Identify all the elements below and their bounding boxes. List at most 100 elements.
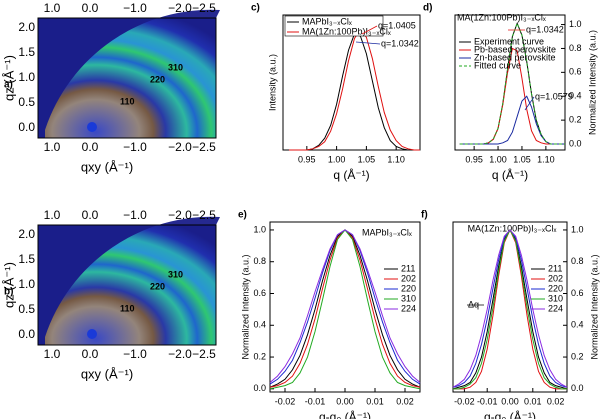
annotation-arrow bbox=[355, 41, 381, 45]
x-axis-label: q-q₀ (Å⁻¹) bbox=[484, 409, 536, 419]
bottom-tick-label: −2.0 bbox=[168, 140, 192, 154]
x-axis-label: q (Å⁻¹) bbox=[492, 167, 528, 182]
series-line bbox=[452, 229, 568, 388]
y-tick-label: 0.6 bbox=[571, 288, 584, 298]
left-tick-label: 0.0 bbox=[18, 120, 35, 134]
x-axis-label: q-q₀ (Å⁻¹) bbox=[319, 409, 371, 419]
legend-label: 220 bbox=[548, 283, 563, 293]
y-tick-label: 0.8 bbox=[571, 256, 584, 266]
y-tick-label: 0.2 bbox=[253, 351, 266, 361]
legend-label: Pb-based perovskite bbox=[474, 44, 556, 54]
top-tick-label: −1.0 bbox=[123, 1, 147, 15]
y-tick-label: 0.6 bbox=[569, 67, 582, 77]
top-tick-label: −2.5 bbox=[192, 208, 216, 222]
top-tick-label: 0.0 bbox=[82, 208, 99, 222]
bottom-tick-label: 1.0 bbox=[44, 140, 61, 154]
y-tick-label: 0.4 bbox=[253, 320, 266, 330]
top-tick-label: −2.0 bbox=[168, 1, 192, 15]
left-tick-label: 1.0 bbox=[18, 277, 35, 291]
legend-label: 310 bbox=[401, 293, 416, 303]
y-tick-label: 0.6 bbox=[253, 288, 266, 298]
left-tick-label: 2.0 bbox=[18, 227, 35, 241]
bottom-tick-label: 0.0 bbox=[82, 140, 99, 154]
y-tick-label: 0.0 bbox=[253, 383, 266, 393]
x-tick-label: 0.95 bbox=[298, 154, 316, 164]
x-tick-label: 1.00 bbox=[328, 154, 346, 164]
y-axis-label: Normalized Intensity (a.u.) bbox=[589, 254, 599, 359]
y-tick-label: 0.4 bbox=[569, 91, 582, 101]
beam-stop bbox=[87, 122, 97, 132]
annotation: q=1.0579 bbox=[535, 91, 573, 101]
panel-label: f) bbox=[421, 210, 428, 221]
x-tick-label: -0.01 bbox=[477, 396, 498, 406]
plot-frame bbox=[269, 221, 421, 393]
panel-label: b) bbox=[4, 287, 13, 298]
x-tick-label: 0.95 bbox=[465, 154, 483, 164]
y-tick-label: 1.0 bbox=[571, 224, 584, 234]
chart-title: MAPbI₃₋ₓClₓ bbox=[362, 227, 412, 237]
legend-label: 224 bbox=[548, 303, 563, 313]
y-tick-label: 0.2 bbox=[569, 115, 582, 125]
legend-box bbox=[284, 15, 384, 37]
legend-label: 211 bbox=[401, 263, 415, 273]
diffraction-rings bbox=[45, 216, 220, 345]
bottom-tick-label: 1.0 bbox=[44, 347, 61, 361]
bottom-tick-label: −2.0 bbox=[168, 347, 192, 361]
y-axis-label: Normalized Intensity (a.u.) bbox=[587, 30, 597, 135]
y-tick-label: 0.8 bbox=[253, 256, 266, 266]
x-tick-label: 0.02 bbox=[547, 396, 565, 406]
annotation-arrow bbox=[361, 25, 378, 35]
panel-label: a) bbox=[4, 80, 13, 91]
y-tick-label: 1.0 bbox=[569, 19, 582, 29]
plot-frame bbox=[454, 14, 566, 151]
panel-label: e) bbox=[238, 210, 247, 221]
annotation: q=1.0342 bbox=[381, 38, 419, 48]
bottom-tick-label: −1.0 bbox=[123, 347, 147, 361]
x-axis-label: qxy (Å⁻¹) bbox=[81, 159, 133, 174]
y-tick-label: 0.2 bbox=[571, 351, 584, 361]
y-tick-label: 1.0 bbox=[253, 224, 266, 234]
chart-title: MA(1Zn:100Pb)I₃₋ₓClₓ bbox=[468, 223, 557, 233]
x-tick-label: 1.10 bbox=[537, 154, 555, 164]
legend-label: 224 bbox=[401, 303, 416, 313]
x-tick-label: 0.01 bbox=[524, 396, 542, 406]
left-tick-label: 1.5 bbox=[18, 45, 35, 59]
panel-label: d) bbox=[423, 3, 432, 14]
annotation-arrow bbox=[524, 96, 535, 111]
beam-stop bbox=[87, 329, 97, 339]
panel-label: c) bbox=[251, 3, 260, 14]
frame bbox=[37, 224, 217, 346]
legend-label: 202 bbox=[548, 273, 563, 283]
bottom-tick-label: −2.5 bbox=[192, 347, 216, 361]
series-line bbox=[269, 229, 421, 383]
ring-label: 220 bbox=[150, 281, 165, 291]
y-axis-label: Intensity (a.u.) bbox=[267, 54, 277, 111]
x-axis-label: q (Å⁻¹) bbox=[333, 167, 369, 182]
ring-label: 110 bbox=[120, 303, 135, 313]
left-tick-label: 1.5 bbox=[18, 252, 35, 266]
top-tick-label: −1.0 bbox=[123, 208, 147, 222]
ring-label: 310 bbox=[168, 269, 183, 279]
left-tick-label: 0.0 bbox=[18, 327, 35, 341]
x-tick-label: 1.05 bbox=[358, 154, 376, 164]
bottom-tick-label: −2.5 bbox=[192, 140, 216, 154]
y-axis-label: qz (Å⁻¹) bbox=[1, 262, 16, 308]
legend-label: MA(1Zn:100Pb)I₃₋ₓClₓ bbox=[302, 26, 391, 36]
x-tick-label: 0.00 bbox=[501, 396, 519, 406]
left-tick-label: 2.0 bbox=[18, 20, 35, 34]
x-tick-label: 0.02 bbox=[396, 396, 414, 406]
diffraction-rings bbox=[45, 9, 220, 138]
legend-label: 310 bbox=[548, 293, 563, 303]
plot-frame bbox=[282, 14, 421, 151]
y-axis-label: Normalized Intensity (a.u.) bbox=[240, 254, 250, 359]
legend-label: Zn-based perovskite bbox=[474, 52, 556, 62]
x-tick-label: -0.01 bbox=[305, 396, 326, 406]
x-tick-label: -0.02 bbox=[454, 396, 475, 406]
bottom-tick-label: −1.0 bbox=[123, 140, 147, 154]
left-tick-label: 0.5 bbox=[18, 302, 35, 316]
x-tick-label: 0.01 bbox=[366, 396, 384, 406]
left-tick-label: 1.0 bbox=[18, 70, 35, 84]
annotation: q=1.0405 bbox=[378, 20, 416, 30]
